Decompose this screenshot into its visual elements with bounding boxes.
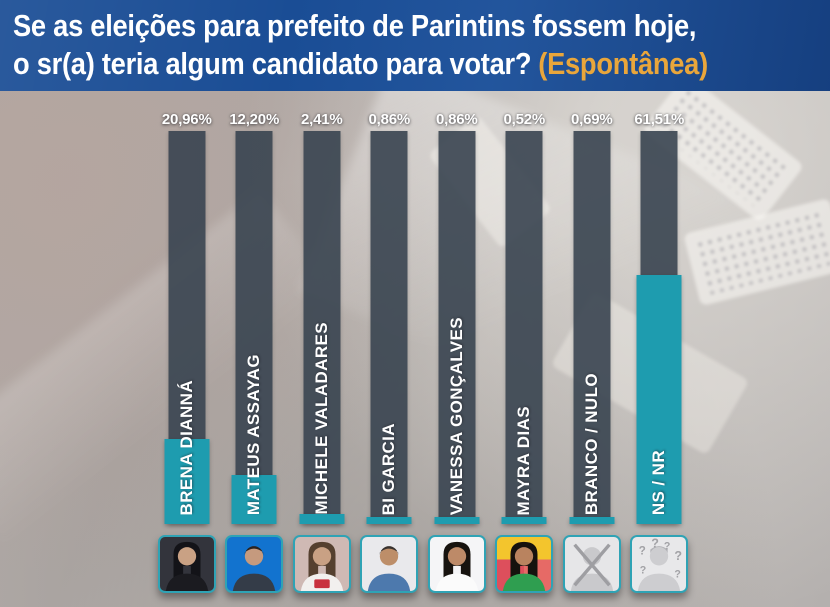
bar-fill bbox=[231, 474, 277, 524]
male-photo-icon bbox=[368, 546, 411, 591]
voided-ballot-icon bbox=[570, 543, 613, 591]
unknown-person-icon: ?????? bbox=[638, 537, 683, 591]
bar-area: BRENA DIANNÁ bbox=[153, 131, 221, 524]
value-label: 61,51% bbox=[634, 111, 685, 128]
bar-fill bbox=[501, 517, 547, 524]
candidate-photo-brena-dianna bbox=[157, 535, 216, 593]
value-label: 0,52% bbox=[503, 111, 546, 128]
candidate-name-label: MATEUS ASSAYAG bbox=[244, 353, 264, 515]
candidate-name-label: BRANCO / NULO bbox=[581, 372, 601, 515]
bar-area: MAYRA DIAS bbox=[491, 131, 559, 524]
svg-text:?: ? bbox=[640, 565, 646, 577]
bar-area: MICHELE VALADARES bbox=[288, 131, 356, 524]
chart-column-ns-nr: 61,51% NS / NR?????? bbox=[626, 105, 694, 605]
bar-fill bbox=[299, 514, 345, 524]
bar-track bbox=[303, 131, 341, 524]
bar-chart: 20,96% BRENA DIANNÁ 12,20% MATEUS ASSAYAG 2,… bbox=[153, 105, 693, 605]
candidate-photo-branco-nulo bbox=[562, 535, 621, 593]
candidate-photo-vanessa-goncalves bbox=[427, 535, 486, 593]
candidate-name-label: NS / NR bbox=[649, 449, 669, 515]
bar-track bbox=[235, 131, 273, 524]
svg-text:?: ? bbox=[675, 549, 683, 563]
female-photo-icon bbox=[503, 541, 546, 591]
bar-area: BI GARCIA bbox=[356, 131, 424, 524]
bar-fill bbox=[569, 517, 615, 524]
question-header: Se as eleições para prefeito de Parintin… bbox=[0, 0, 830, 91]
bar-fill bbox=[434, 517, 480, 524]
value-label: 12,20% bbox=[229, 111, 280, 128]
chart-column-michele-valadares: 2,41% MICHELE VALADARES bbox=[288, 105, 356, 605]
chart-column-brena-dianna: 20,96% BRENA DIANNÁ bbox=[153, 105, 221, 605]
svg-text:?: ? bbox=[652, 537, 660, 551]
bar-fill bbox=[366, 517, 412, 524]
candidate-photo-michele-valadares bbox=[292, 535, 351, 593]
spontaneous-tag: (Espontânea) bbox=[538, 46, 708, 81]
bar-track bbox=[438, 131, 476, 524]
svg-text:?: ? bbox=[664, 541, 670, 553]
svg-text:?: ? bbox=[639, 545, 646, 557]
question-line-1: Se as eleições para prefeito de Parintin… bbox=[13, 8, 697, 43]
svg-text:?: ? bbox=[675, 569, 681, 581]
female-photo-icon bbox=[165, 541, 208, 591]
question-line-2: o sr(a) teria algum candidato para votar… bbox=[13, 45, 732, 83]
value-label: 2,41% bbox=[300, 111, 343, 128]
candidate-name-label: MICHELE VALADARES bbox=[311, 322, 331, 515]
bar-area: BRANCO / NULO bbox=[558, 131, 626, 524]
bar-track bbox=[370, 131, 408, 524]
chart-column-bi-garcia: 0,86% BI GARCIA bbox=[356, 105, 424, 605]
bar-fill bbox=[636, 274, 682, 524]
bar-fill bbox=[164, 439, 210, 524]
bar-area: VANESSA GONÇALVES bbox=[423, 131, 491, 524]
value-label: 0,86% bbox=[368, 111, 411, 128]
candidate-photo-mateus-assayag bbox=[225, 535, 284, 593]
question-line-2-text: o sr(a) teria algum candidato para votar… bbox=[13, 46, 532, 81]
candidate-name-label: BRENA DIANNÁ bbox=[176, 379, 196, 515]
bar-area: NS / NR bbox=[626, 131, 694, 524]
bar-area: MATEUS ASSAYAG bbox=[221, 131, 289, 524]
candidate-name-label: MAYRA DIAS bbox=[514, 405, 534, 515]
candidate-name-label: VANESSA GONÇALVES bbox=[446, 316, 466, 515]
chart-column-vanessa-goncalves: 0,86% VANESSA GONÇALVES bbox=[423, 105, 491, 605]
chart-column-branco-nulo: 0,69% BRANCO / NULO bbox=[558, 105, 626, 605]
chart-column-mayra-dias: 0,52% MAYRA DIAS bbox=[491, 105, 559, 605]
female-photo-icon bbox=[300, 541, 343, 591]
value-label: 20,96% bbox=[161, 111, 212, 128]
value-label: 0,69% bbox=[570, 111, 613, 128]
female-photo-icon bbox=[435, 541, 478, 591]
bar-track bbox=[573, 131, 611, 524]
candidate-name-label: BI GARCIA bbox=[379, 422, 399, 515]
bar-track bbox=[505, 131, 543, 524]
male-photo-icon bbox=[233, 546, 276, 591]
candidate-photo-bi-garcia bbox=[360, 535, 419, 593]
candidate-photo-mayra-dias bbox=[495, 535, 554, 593]
chart-column-mateus-assayag: 12,20% MATEUS ASSAYAG bbox=[221, 105, 289, 605]
value-label: 0,86% bbox=[435, 111, 478, 128]
candidate-photo-ns-nr: ?????? bbox=[630, 535, 689, 593]
